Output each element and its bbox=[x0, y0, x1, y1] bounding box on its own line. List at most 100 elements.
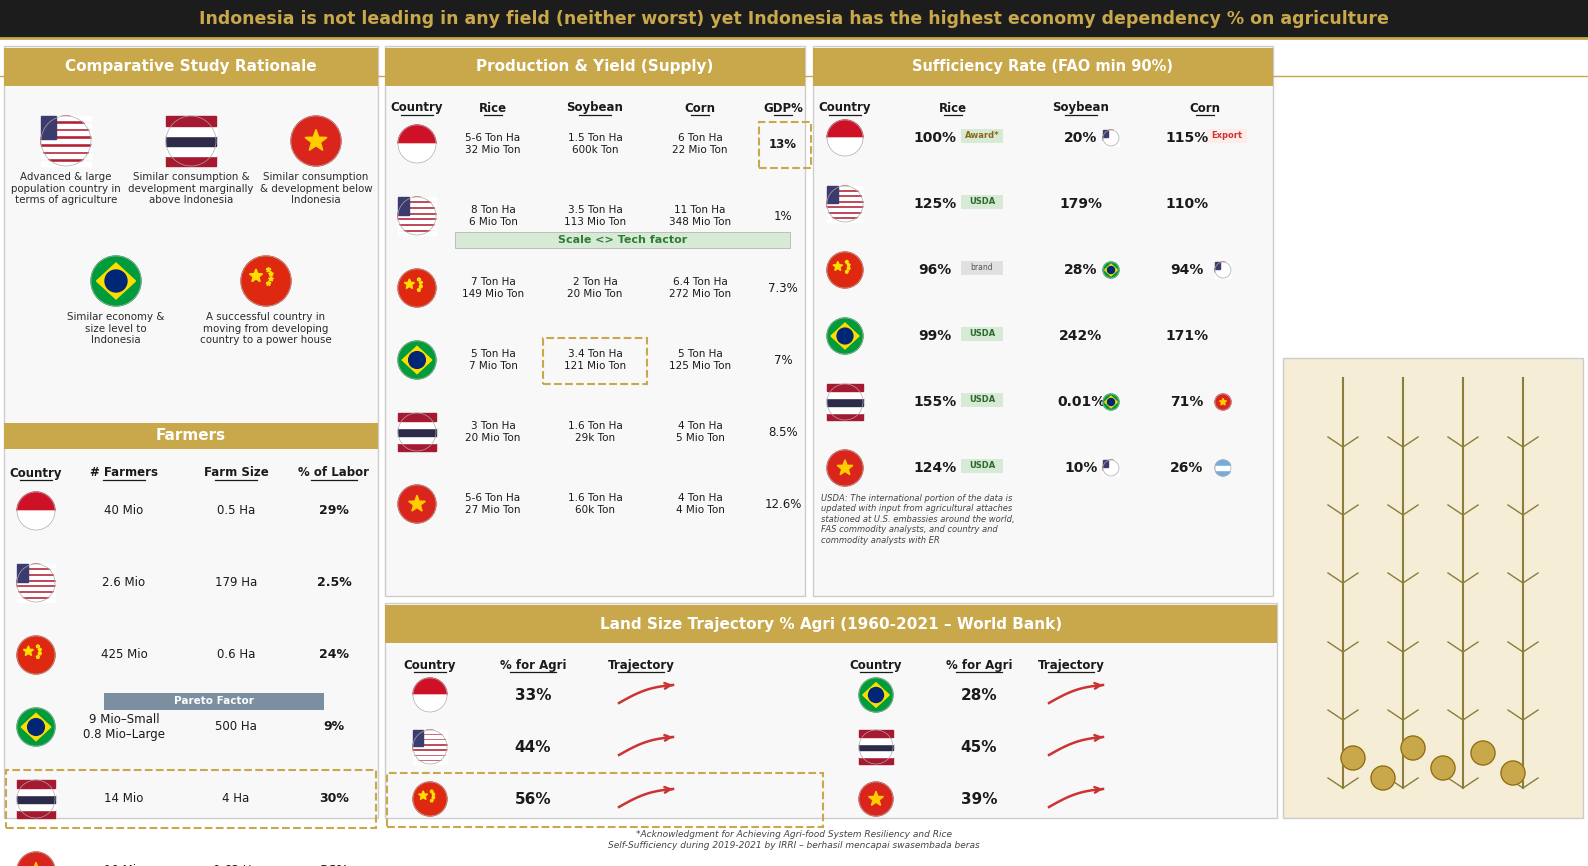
Polygon shape bbox=[21, 714, 51, 740]
Polygon shape bbox=[846, 263, 850, 267]
FancyBboxPatch shape bbox=[17, 570, 56, 572]
FancyBboxPatch shape bbox=[827, 186, 838, 203]
Text: 115%: 115% bbox=[1166, 131, 1208, 145]
Text: 1.6 Ton Ha
60k Ton: 1.6 Ton Ha 60k Ton bbox=[567, 494, 622, 514]
FancyBboxPatch shape bbox=[1215, 466, 1231, 470]
Circle shape bbox=[41, 116, 91, 166]
Text: Country: Country bbox=[391, 101, 443, 114]
FancyBboxPatch shape bbox=[399, 232, 437, 235]
Circle shape bbox=[827, 450, 862, 486]
Text: Comparative Study Rationale: Comparative Study Rationale bbox=[65, 60, 318, 74]
Circle shape bbox=[859, 678, 892, 712]
Text: 1.5 Ton Ha
600k Ton: 1.5 Ton Ha 600k Ton bbox=[567, 133, 622, 155]
FancyBboxPatch shape bbox=[17, 811, 56, 818]
FancyBboxPatch shape bbox=[859, 737, 892, 744]
Text: % for Agri: % for Agri bbox=[500, 658, 567, 671]
FancyBboxPatch shape bbox=[827, 214, 862, 216]
FancyBboxPatch shape bbox=[961, 393, 1004, 407]
Text: 7%: 7% bbox=[773, 353, 792, 366]
Circle shape bbox=[413, 782, 446, 816]
Wedge shape bbox=[17, 511, 56, 530]
FancyBboxPatch shape bbox=[827, 219, 862, 222]
Polygon shape bbox=[1105, 264, 1118, 275]
FancyBboxPatch shape bbox=[167, 136, 216, 146]
Text: 56%: 56% bbox=[515, 792, 551, 806]
FancyBboxPatch shape bbox=[961, 261, 1004, 275]
Text: Scale <> Tech factor: Scale <> Tech factor bbox=[557, 236, 688, 245]
Text: Trajectory: Trajectory bbox=[608, 658, 675, 671]
FancyBboxPatch shape bbox=[0, 0, 1588, 38]
Text: 4 Ha: 4 Ha bbox=[222, 792, 249, 805]
Circle shape bbox=[1470, 741, 1494, 765]
Wedge shape bbox=[399, 125, 437, 144]
FancyBboxPatch shape bbox=[384, 605, 1277, 643]
Text: USDA: USDA bbox=[969, 197, 996, 206]
FancyBboxPatch shape bbox=[17, 587, 56, 591]
Text: 11 Ton Ha
348 Mio Ton: 11 Ton Ha 348 Mio Ton bbox=[669, 205, 730, 227]
Circle shape bbox=[27, 719, 44, 735]
Circle shape bbox=[1104, 130, 1120, 146]
FancyBboxPatch shape bbox=[827, 186, 862, 189]
FancyBboxPatch shape bbox=[1104, 138, 1120, 139]
Text: Soybean: Soybean bbox=[567, 101, 624, 114]
Polygon shape bbox=[834, 262, 843, 270]
Text: 3.4 Ton Ha
121 Mio Ton: 3.4 Ton Ha 121 Mio Ton bbox=[564, 349, 626, 371]
FancyBboxPatch shape bbox=[859, 757, 892, 764]
FancyBboxPatch shape bbox=[859, 730, 892, 737]
Text: Rice: Rice bbox=[480, 101, 507, 114]
Text: Farmers: Farmers bbox=[156, 429, 225, 443]
Text: Indonesia is not leading in any field (neither worst) yet Indonesia has the high: Indonesia is not leading in any field (n… bbox=[198, 10, 1390, 28]
Text: USDA: USDA bbox=[969, 462, 996, 470]
Text: 36%: 36% bbox=[319, 864, 349, 866]
Circle shape bbox=[859, 782, 892, 816]
FancyBboxPatch shape bbox=[41, 139, 91, 143]
Text: 29%: 29% bbox=[319, 505, 349, 518]
FancyBboxPatch shape bbox=[827, 405, 862, 413]
Polygon shape bbox=[837, 460, 853, 475]
FancyBboxPatch shape bbox=[1104, 472, 1120, 474]
Text: 99%: 99% bbox=[918, 329, 951, 343]
Text: Similar consumption &
development marginally
above Indonesia: Similar consumption & development margin… bbox=[129, 172, 254, 205]
Text: 24%: 24% bbox=[319, 649, 349, 662]
Circle shape bbox=[413, 730, 446, 764]
Circle shape bbox=[17, 708, 56, 746]
Circle shape bbox=[1104, 460, 1120, 476]
Circle shape bbox=[399, 341, 437, 379]
Polygon shape bbox=[430, 790, 434, 792]
FancyBboxPatch shape bbox=[399, 428, 437, 436]
FancyBboxPatch shape bbox=[413, 730, 422, 746]
Circle shape bbox=[1431, 756, 1455, 780]
Polygon shape bbox=[24, 646, 33, 656]
Polygon shape bbox=[305, 130, 327, 151]
FancyBboxPatch shape bbox=[1207, 129, 1247, 143]
FancyBboxPatch shape bbox=[399, 413, 437, 421]
Text: 33%: 33% bbox=[515, 688, 551, 702]
Polygon shape bbox=[37, 644, 40, 648]
FancyBboxPatch shape bbox=[827, 398, 862, 405]
Text: 39%: 39% bbox=[961, 792, 997, 806]
Text: 20%: 20% bbox=[1064, 131, 1097, 145]
Text: 13%: 13% bbox=[769, 138, 797, 151]
Text: 425 Mio: 425 Mio bbox=[100, 649, 148, 662]
Text: 0.5 Ha: 0.5 Ha bbox=[218, 505, 256, 518]
FancyBboxPatch shape bbox=[41, 116, 56, 139]
FancyBboxPatch shape bbox=[399, 220, 437, 223]
Text: 155%: 155% bbox=[913, 395, 956, 409]
Text: 28%: 28% bbox=[1064, 263, 1097, 277]
Text: 4 Ton Ha
4 Mio Ton: 4 Ton Ha 4 Mio Ton bbox=[675, 494, 724, 514]
Text: 8.5%: 8.5% bbox=[769, 425, 797, 438]
Circle shape bbox=[1104, 394, 1120, 410]
FancyBboxPatch shape bbox=[5, 48, 378, 86]
Text: 10%: 10% bbox=[1064, 461, 1097, 475]
Text: *Acknowledgment for Achieving Agri-food System Resiliency and Rice
Self-Sufficie: *Acknowledgment for Achieving Agri-food … bbox=[608, 830, 980, 850]
FancyBboxPatch shape bbox=[384, 603, 1277, 818]
Text: 500 Ha: 500 Ha bbox=[214, 721, 257, 734]
Polygon shape bbox=[846, 267, 850, 270]
FancyBboxPatch shape bbox=[399, 197, 410, 215]
FancyBboxPatch shape bbox=[384, 46, 805, 596]
Bar bbox=[387, 773, 823, 827]
Circle shape bbox=[17, 564, 56, 602]
Text: Award*: Award* bbox=[964, 132, 999, 140]
Circle shape bbox=[827, 252, 862, 288]
Wedge shape bbox=[17, 492, 56, 511]
